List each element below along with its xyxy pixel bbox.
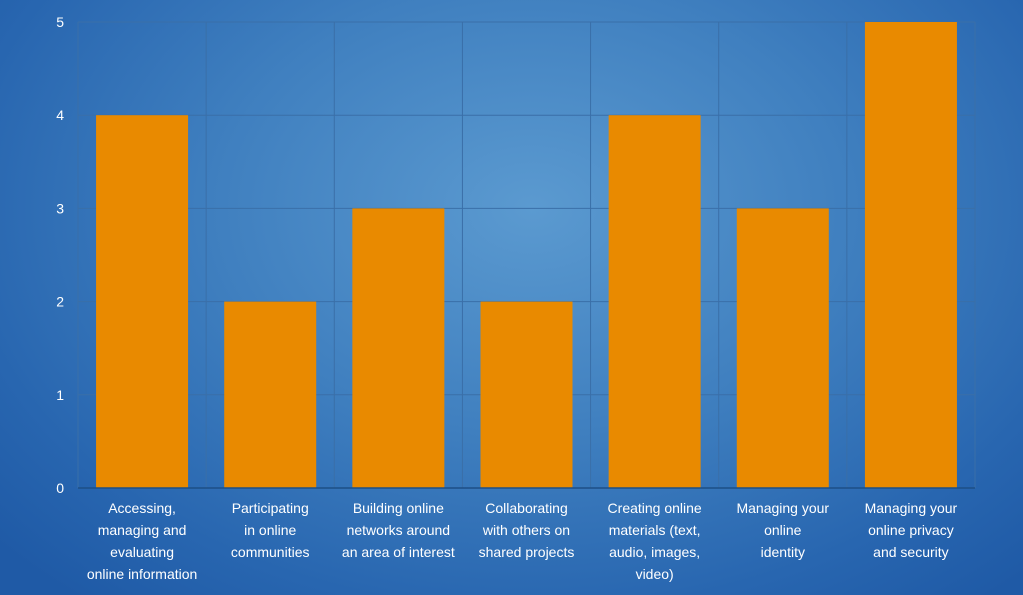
category-label: Building online networks around an area of… — [342, 500, 455, 560]
y-tick-labels: 0 1 2 3 4 5 — [56, 14, 64, 496]
category-label: Managing your online privacy and security — [865, 500, 958, 560]
bar — [864, 22, 957, 488]
y-tick-label: 3 — [56, 200, 64, 216]
category-label: Managing your online identity — [736, 500, 829, 560]
bar — [608, 115, 701, 488]
bar — [480, 301, 573, 488]
bar — [224, 301, 317, 488]
category-label: Accessing, managing and evaluating online i… — [87, 500, 198, 582]
bar — [736, 208, 829, 488]
bar — [352, 208, 445, 488]
y-tick-label: 5 — [56, 14, 64, 30]
category-labels: Accessing, managing and evaluating online i… — [87, 500, 958, 582]
y-tick-label: 2 — [56, 294, 64, 310]
bar — [96, 115, 189, 488]
y-tick-label: 1 — [56, 387, 64, 403]
category-label: Participating in online communities — [231, 500, 310, 560]
category-label: Creating online materials (text, audio, im… — [608, 500, 702, 582]
category-label: Collaborating with others on shared projec… — [479, 500, 575, 560]
y-tick-label: 0 — [56, 480, 64, 496]
y-tick-label: 4 — [56, 107, 64, 123]
bars — [96, 22, 957, 488]
